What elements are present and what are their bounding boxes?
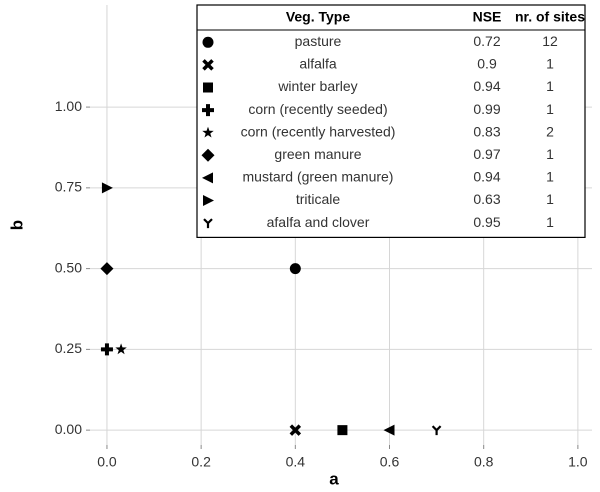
legend-header: Veg. Type [286,9,351,25]
legend-symbol [202,59,214,71]
legend-header: NSE [473,9,502,25]
legend-sites: 1 [546,101,554,117]
x-axis-title: a [329,469,339,488]
point [337,425,348,436]
x-tick-label: 0.4 [286,454,306,470]
legend-nse: 0.94 [473,169,500,185]
legend-symbol [202,104,214,117]
legend-nse: 0.99 [473,101,500,117]
legend-nse: 0.94 [473,78,500,94]
legend-symbol [201,148,215,162]
legend-sites: 1 [546,169,554,185]
legend-sites: 1 [546,214,554,230]
legend-symbol [203,195,214,206]
legend-sites: 1 [546,56,554,72]
legend-label: pasture [295,33,342,49]
point [100,262,114,276]
point [115,343,127,355]
legend-nse: 0.83 [473,123,500,139]
legend-label: triticale [296,191,341,207]
legend-box [196,4,586,238]
x-tick-label: 0.6 [380,454,400,470]
legend-label: mustard (green manure) [243,169,394,185]
y-axis-title: b [7,220,26,230]
legend-symbol [203,218,213,229]
legend-label: winter barley [277,78,357,94]
x-tick-label: 0.0 [97,454,117,470]
legend-sites: 1 [546,146,554,162]
y-tick-label: 0.75 [55,179,82,195]
legend-label: alfalfa [299,56,337,72]
legend-symbol [202,36,214,48]
legend-label: green manure [274,146,361,162]
y-tick-label: 0.00 [55,421,82,437]
legend-nse: 0.72 [473,33,500,49]
legend-nse: 0.97 [473,146,500,162]
point [289,424,302,436]
y-tick-label: 1.00 [55,98,82,114]
y-tick-label: 0.25 [55,340,82,356]
legend-symbol [202,126,214,138]
legend-sites: 1 [546,191,554,207]
legend-sites: 1 [546,78,554,94]
legend-sites: 12 [542,33,558,49]
point [383,424,395,436]
legend-sites: 2 [546,123,554,139]
legend-nse: 0.9 [477,56,497,72]
x-tick-label: 0.2 [191,454,211,470]
y-tick-label: 0.50 [55,259,82,275]
legend-label: corn (recently harvested) [241,123,396,139]
point [289,263,301,275]
point [100,343,113,356]
legend-header: nr. of sites [515,9,585,25]
legend-nse: 0.63 [473,191,500,207]
point [101,182,113,194]
legend-label: afalfa and clover [267,214,370,230]
x-tick-label: 1.0 [568,454,588,470]
legend-symbol [202,172,213,184]
legend-label: corn (recently seeded) [248,101,387,117]
legend-nse: 0.95 [473,214,500,230]
point [431,425,442,436]
x-tick-label: 0.8 [474,454,494,470]
legend-symbol [203,82,213,93]
